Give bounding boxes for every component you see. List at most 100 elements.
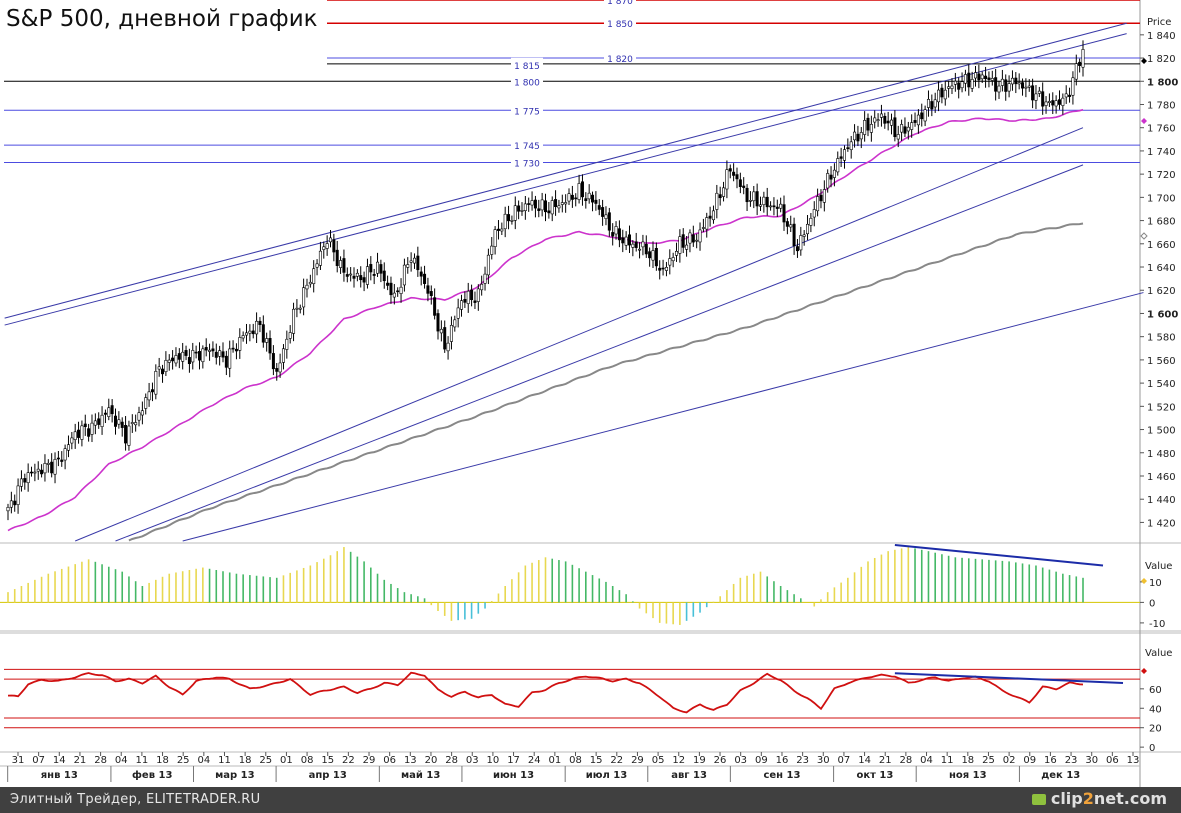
candle-body: [547, 210, 551, 214]
price-tick-label: 1 540: [1147, 379, 1176, 390]
candle-body: [476, 288, 480, 302]
candle-body: [43, 463, 47, 474]
candle-body: [725, 169, 729, 190]
osc-marker: [1141, 668, 1147, 674]
candle-body: [520, 210, 524, 212]
candle-body: [762, 196, 766, 205]
candle-body: [507, 214, 511, 222]
candle-body: [900, 124, 904, 133]
candle-body: [137, 412, 141, 421]
candle-body: [866, 117, 870, 131]
candle-body: [728, 168, 732, 172]
date-tick-label: 06: [383, 755, 396, 766]
date-tick-label: 09: [1023, 755, 1036, 766]
candles-group: [6, 40, 1085, 521]
candle-body: [933, 99, 937, 108]
osc-tick-label: 60: [1149, 685, 1162, 696]
candle-body: [409, 260, 413, 263]
candle-body: [285, 338, 289, 350]
candle-body: [66, 444, 70, 451]
candle-body: [533, 199, 537, 209]
candle-body: [493, 229, 497, 247]
candle-body: [953, 80, 957, 85]
date-tick-label: 30: [1085, 755, 1098, 766]
candle-body: [732, 171, 736, 176]
candle-body: [73, 431, 77, 440]
candle-body: [664, 267, 668, 271]
candle-body: [685, 244, 689, 250]
candle-body: [641, 241, 645, 248]
candle-body: [1064, 93, 1068, 98]
candle-body: [577, 183, 581, 200]
price-tick-label: 1 500: [1147, 426, 1176, 437]
month-label: авг 13: [671, 770, 707, 781]
date-tick-label: 22: [610, 755, 623, 766]
candle-body: [711, 210, 715, 221]
candle-body: [302, 287, 306, 308]
candle-body: [6, 507, 10, 512]
candle-body: [376, 261, 380, 274]
candle-body: [550, 200, 554, 215]
candle-body: [295, 307, 299, 310]
candle-body: [80, 425, 84, 440]
candle-body: [389, 282, 393, 296]
candle-body: [275, 368, 279, 372]
ma-slow-marker: [1140, 232, 1148, 240]
candle-body: [782, 204, 786, 223]
candle-body: [617, 228, 621, 241]
candle-body: [869, 124, 873, 133]
candle-body: [611, 232, 615, 237]
candle-body: [36, 468, 40, 472]
candle-body: [587, 192, 591, 200]
candle-body: [157, 366, 161, 370]
date-tick-label: 11: [136, 755, 149, 766]
candle-body: [77, 429, 81, 438]
candle-body: [853, 131, 857, 141]
date-tick-label: 08: [301, 755, 314, 766]
month-label: фев 13: [132, 769, 172, 781]
candle-body: [1074, 63, 1078, 80]
candle-body: [1054, 100, 1058, 107]
candle-body: [372, 273, 376, 276]
candle-body: [416, 255, 420, 271]
candle-body: [184, 350, 188, 356]
hist-tick-label: 0: [1149, 598, 1155, 609]
ma-fast-marker: [1141, 118, 1147, 124]
osc-tick-label: 20: [1149, 724, 1162, 735]
candle-body: [124, 424, 128, 444]
candle-body: [826, 173, 830, 189]
month-label: июл 13: [586, 770, 627, 781]
candle-body: [937, 89, 941, 103]
watermark-post: net.com: [1093, 789, 1167, 808]
price-tick-label: 1 700: [1147, 193, 1176, 204]
level-label-bg: [604, 17, 636, 29]
date-tick-label: 29: [363, 755, 376, 766]
candle-body: [708, 215, 712, 219]
date-tick-label: 15: [590, 755, 603, 766]
candle-body: [658, 267, 662, 271]
candle-body: [1071, 77, 1075, 96]
price-tick-label: 1 780: [1147, 100, 1176, 111]
month-label: дек 13: [1041, 770, 1080, 781]
date-tick-label: 04: [115, 755, 128, 766]
candle-body: [977, 73, 981, 81]
candle-body: [228, 348, 232, 369]
candle-body: [896, 134, 900, 140]
candle-body: [644, 243, 648, 255]
hist-tick-label: 10: [1149, 578, 1162, 589]
candle-body: [627, 234, 631, 246]
candle-body: [624, 236, 628, 246]
candle-body: [842, 149, 846, 161]
candle-body: [214, 351, 218, 358]
month-label: ноя 13: [949, 770, 987, 781]
candle-body: [402, 264, 406, 286]
trend-channel-line: [182, 292, 1144, 542]
candle-body: [480, 283, 484, 291]
candle-body: [722, 187, 726, 197]
trend-channel-line: [4, 33, 1127, 326]
candle-body: [120, 421, 124, 428]
last-price-marker: [1141, 58, 1147, 64]
candle-body: [9, 500, 13, 508]
date-tick-label: 03: [734, 755, 747, 766]
candle-body: [248, 330, 252, 334]
